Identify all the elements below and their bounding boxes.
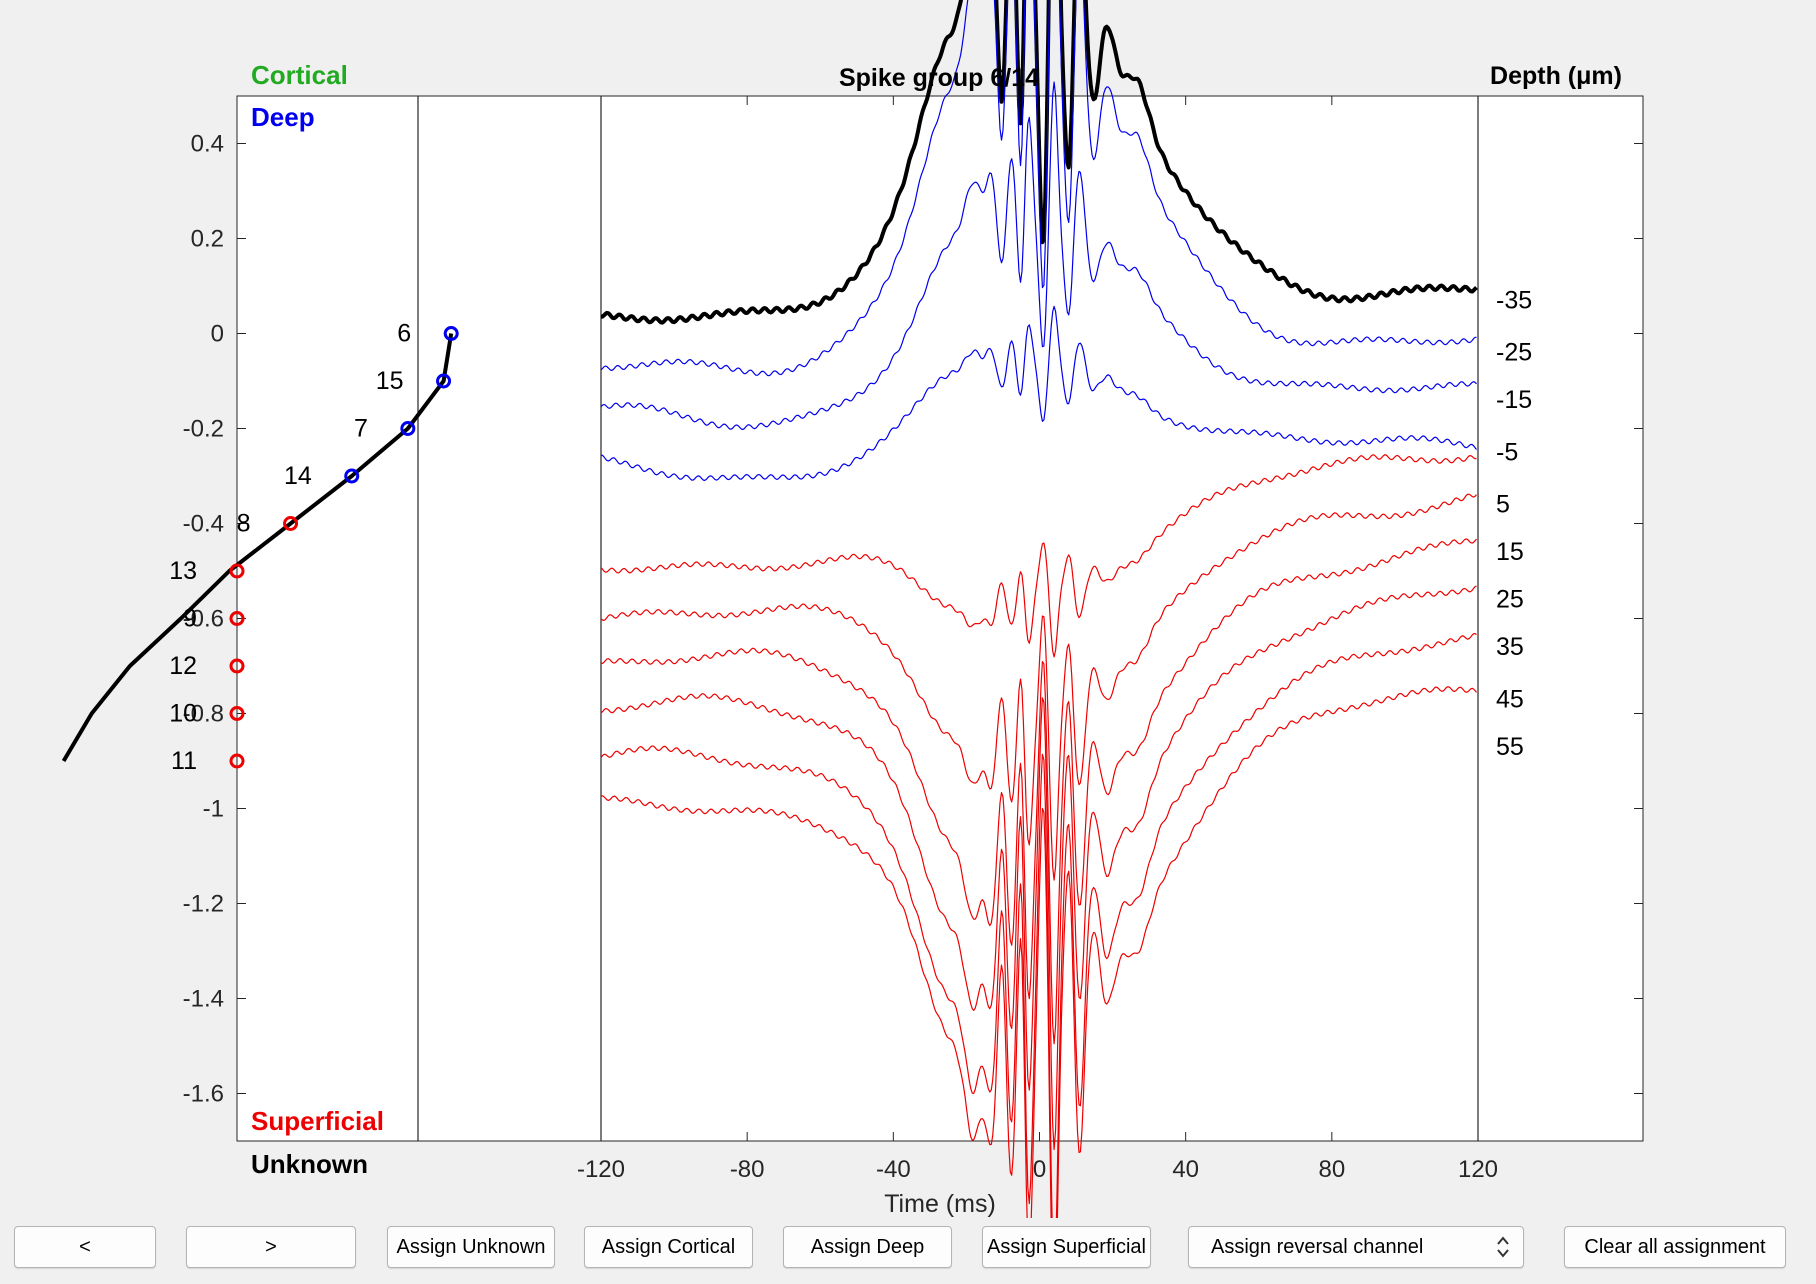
waveform-trace [600, 538, 1477, 1045]
next-button[interactable]: > [186, 1226, 356, 1268]
waveform-trace [600, 81, 1477, 431]
y-tick-label: -1.4 [183, 986, 224, 1013]
channel-marker [400, 421, 416, 436]
button-bar: < > Assign Unknown Assign Cortical Assig… [0, 1218, 1816, 1284]
waveform-trace [600, 493, 1477, 881]
waveform-trace [600, 454, 1477, 658]
channel-label: 12 [169, 652, 197, 680]
channel-marker [229, 658, 245, 674]
figure: 0.40.20-0.2-0.4-0.6-0.8-1-1.2-1.4-1.6 -1… [61, 0, 1644, 1218]
depth-label: 5 [1496, 491, 1510, 519]
waveform-trace [600, 0, 1477, 377]
assign-unknown-button[interactable]: Assign Unknown [387, 1226, 555, 1268]
waveform-trace [600, 633, 1477, 1218]
channel-marker [229, 563, 245, 579]
axes-box [236, 95, 1644, 1142]
y-tick-label: -1.6 [183, 1081, 224, 1108]
channel-label: 11 [171, 747, 197, 775]
x-axis: -120 -80 -40 0 40 80 120 [577, 96, 1498, 1183]
x-tick-label: 40 [1172, 1156, 1199, 1183]
chevron-up-down-icon [1497, 1236, 1509, 1258]
x-tick-label: 120 [1458, 1156, 1498, 1183]
depth-label: -5 [1496, 438, 1518, 466]
waveform-trace [600, 0, 1478, 325]
depth-label: 35 [1496, 633, 1524, 661]
x-tick-label: 80 [1318, 1156, 1345, 1183]
x-tick-label: 0 [1033, 1156, 1046, 1183]
y-tick-label: 0 [211, 321, 224, 348]
channel-label: 10 [169, 700, 197, 728]
channel-label: 8 [237, 510, 251, 538]
y-tick-label: -0.2 [183, 416, 224, 443]
waveform-trace [600, 686, 1477, 1218]
channel-label: 6 [397, 320, 411, 348]
y-tick-label: -1 [203, 796, 224, 823]
y-tick-label: 0.2 [191, 226, 224, 253]
label-superficial: Superficial [251, 1106, 384, 1136]
y-tick-label: -1.2 [183, 891, 224, 918]
channel-marker [229, 753, 245, 769]
y-tick-label: -0.4 [183, 511, 224, 538]
depth-labels: -35 -25 -15 -5 5 15 25 35 45 55 [1496, 286, 1532, 761]
channel-label: 13 [169, 557, 197, 585]
label-cortical: Cortical [251, 60, 348, 90]
label-deep: Deep [251, 102, 315, 132]
channel-depth-plot: 6 15 7 14 8 13 9 12 10 11 [61, 320, 459, 775]
channel-marker [443, 326, 459, 341]
channel-label: 7 [354, 415, 368, 443]
clear-all-assignment-button[interactable]: Clear all assignment [1564, 1226, 1786, 1268]
channel-label: 15 [376, 367, 404, 395]
depth-label: 25 [1496, 586, 1524, 614]
depth-label: 15 [1496, 538, 1524, 566]
x-axis-label: Time (ms) [884, 1190, 996, 1218]
depth-axis-title: Depth (μm) [1490, 62, 1622, 90]
x-tick-label: -40 [876, 1156, 911, 1183]
channel-depth-line [61, 333, 454, 763]
waveform-trace [600, 585, 1477, 1151]
y-tick-label: -0.8 [183, 701, 224, 728]
channel-label: 9 [183, 605, 197, 633]
depth-label: -15 [1496, 386, 1532, 414]
assign-deep-button[interactable]: Assign Deep [783, 1226, 952, 1268]
channel-marker [344, 468, 360, 484]
depth-label: -25 [1496, 339, 1532, 367]
x-tick-label: -120 [577, 1156, 625, 1183]
x-tick-label: -80 [730, 1156, 765, 1183]
depth-label: -35 [1496, 286, 1532, 314]
channel-marker [436, 373, 452, 389]
waveform-traces [600, 0, 1478, 1218]
reversal-channel-select[interactable]: Assign reversal channel [1188, 1226, 1524, 1268]
label-unknown: Unknown [251, 1149, 368, 1179]
assign-superficial-button[interactable]: Assign Superficial [982, 1226, 1151, 1268]
channel-marker [283, 516, 299, 531]
previous-button[interactable]: < [14, 1226, 156, 1268]
waveform-trace [600, 305, 1477, 481]
channel-label: 14 [284, 462, 312, 490]
channel-marker [229, 706, 245, 721]
assign-cortical-button[interactable]: Assign Cortical [584, 1226, 753, 1268]
chart-title: Spike group 6/14 [839, 64, 1039, 92]
reversal-channel-select-label: Assign reversal channel [1211, 1235, 1424, 1258]
y-tick-label: 0.4 [191, 131, 224, 158]
depth-label: 55 [1496, 733, 1524, 761]
depth-label: 45 [1496, 685, 1524, 713]
channel-marker [229, 611, 245, 626]
